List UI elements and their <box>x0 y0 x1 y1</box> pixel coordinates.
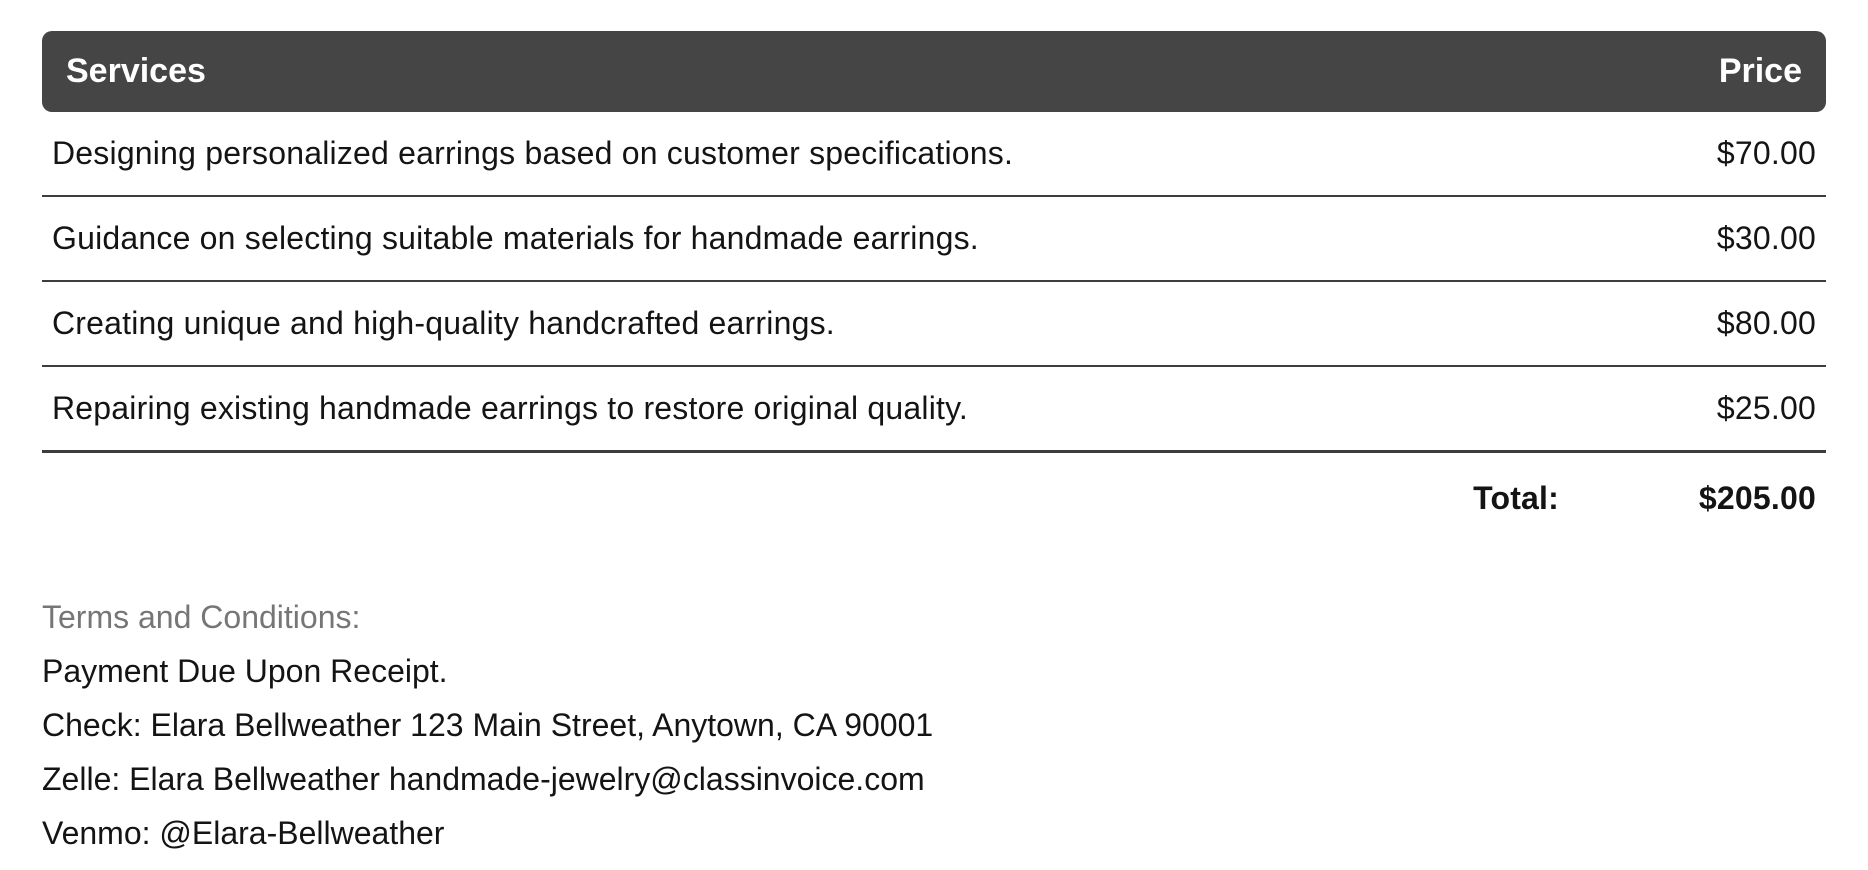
table-row: Guidance on selecting suitable materials… <box>42 196 1826 282</box>
price-column-header: Price <box>1611 31 1826 112</box>
total-value: $205.00 <box>1698 480 1816 516</box>
service-description: Repairing existing handmade earrings to … <box>42 366 1611 453</box>
terms-section: Terms and Conditions: Payment Due Upon R… <box>42 590 1826 860</box>
total-row: Total: $205.00 <box>42 452 1826 545</box>
service-price: $30.00 <box>1611 196 1826 282</box>
terms-line-payment: Payment Due Upon Receipt. <box>42 653 448 689</box>
terms-line-venmo: Venmo: @Elara-Bellweather <box>42 815 445 851</box>
service-description: Guidance on selecting suitable materials… <box>42 196 1611 282</box>
service-description: Designing personalized earrings based on… <box>42 112 1611 197</box>
table-row: Designing personalized earrings based on… <box>42 112 1826 197</box>
terms-line-zelle: Zelle: Elara Bellweather handmade-jewelr… <box>42 761 925 797</box>
services-table: Services Price Designing personalized ea… <box>42 31 1826 544</box>
service-price: $70.00 <box>1611 112 1826 197</box>
service-description: Creating unique and high-quality handcra… <box>42 281 1611 367</box>
total-label: Total: <box>1473 480 1559 516</box>
services-column-header: Services <box>42 31 1611 112</box>
service-price: $80.00 <box>1611 281 1826 367</box>
service-price: $25.00 <box>1611 366 1826 453</box>
terms-heading: Terms and Conditions: <box>42 599 361 635</box>
table-header-row: Services Price <box>42 31 1826 112</box>
table-row: Repairing existing handmade earrings to … <box>42 366 1826 453</box>
table-row: Creating unique and high-quality handcra… <box>42 281 1826 367</box>
terms-line-check: Check: Elara Bellweather 123 Main Street… <box>42 707 934 743</box>
